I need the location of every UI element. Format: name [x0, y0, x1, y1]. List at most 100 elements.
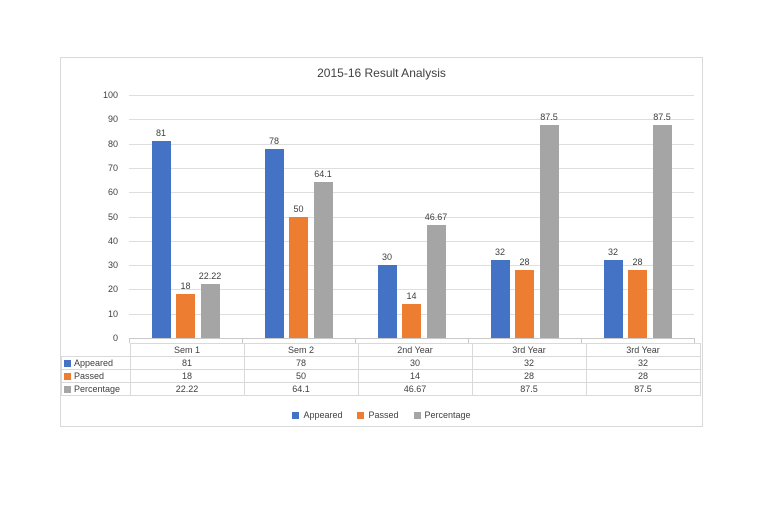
table-row: Percentage 22.22 64.1 46.67 87.5 87.5	[61, 382, 701, 396]
bar-value-label: 28	[632, 257, 643, 267]
table-value-cell: 87.5	[585, 382, 701, 396]
table-value-cell: 46.67	[357, 382, 473, 396]
bar-value-label: 32	[607, 247, 618, 258]
category-tick	[355, 338, 356, 343]
bar-passed-5	[628, 270, 647, 338]
y-tick-label: 40	[107, 235, 118, 246]
gridline	[129, 167, 694, 169]
gridline	[129, 143, 694, 145]
category-header-cell: Sem 1	[129, 343, 245, 357]
bar-value-label: 18	[180, 281, 191, 292]
table-value-cell: 22.22	[129, 382, 245, 396]
y-tick-label: 0	[112, 333, 118, 343]
bar-value-label: 30	[381, 252, 392, 263]
bar-passed-3	[402, 304, 421, 338]
legend-item-appeared: Appeared	[292, 410, 342, 420]
y-tick-label: 50	[107, 211, 118, 222]
table-value-cell: 87.5	[471, 382, 587, 396]
y-tick-label: 70	[107, 162, 118, 173]
bar-value-label: 64.1	[314, 169, 332, 180]
legend-swatch-icon	[357, 411, 365, 419]
legend-label: Percentage	[424, 410, 471, 420]
bar-value-label: 81	[155, 128, 166, 139]
bar-value-label: 28	[519, 257, 530, 267]
series-key-cell: Appeared	[61, 356, 131, 370]
table-value-cell: 28	[585, 369, 701, 383]
gridline	[129, 95, 694, 96]
bar-appeared-3	[377, 265, 397, 338]
plot-area: 81 18 22.22 78 50 64.1 30 14 46.67 32 28 87.5 32 28 87…	[129, 95, 694, 339]
y-tick-label: 80	[107, 138, 118, 149]
legend-key-swatch-icon	[64, 373, 71, 380]
gridline	[129, 289, 694, 291]
category-tick	[581, 338, 582, 343]
category-header-cell: 3rd Year	[471, 343, 587, 357]
gridline	[129, 192, 694, 194]
result-analysis-chart: 2015-16 Result Analysis 100 90 80 70 60 50 40 3…	[60, 57, 703, 427]
bar-percentage-1	[200, 284, 220, 338]
table-value-cell: 14	[357, 369, 473, 383]
y-tick-label: 60	[107, 187, 118, 198]
bar-value-label: 87.5	[540, 112, 558, 123]
bar-passed-2	[289, 216, 308, 338]
table-value-cell: 81	[129, 356, 245, 370]
category-tick	[129, 338, 130, 343]
bar-passed-1	[176, 294, 195, 338]
bar-appeared-4	[490, 260, 510, 338]
gridline	[129, 216, 694, 218]
bar-value-label: 50	[293, 203, 304, 214]
bar-value-label: 32	[494, 247, 505, 258]
table-row: Passed 18 50 14 28 28	[61, 369, 701, 383]
series-key-cell: Percentage	[61, 382, 131, 396]
chart-data-table: Sem 1 Sem 2 2nd Year 3rd Year 3rd Year Appear…	[61, 343, 701, 396]
bar-percentage-4	[539, 125, 559, 338]
table-value-cell: 30	[357, 356, 473, 370]
table-row: Appeared 81 78 30 32 32	[61, 356, 701, 370]
table-value-cell: 28	[471, 369, 587, 383]
x-axis-line	[129, 338, 694, 339]
bar-appeared-1	[151, 141, 171, 338]
chart-title: 2015-16 Result Analysis	[317, 66, 446, 80]
y-tick-label: 90	[107, 114, 118, 125]
bar-value-label: 87.5	[653, 112, 671, 123]
table-value-cell: 50	[243, 369, 359, 383]
bar-value-label: 22.22	[198, 271, 222, 281]
y-tick-label: 30	[107, 260, 118, 271]
legend-item-percentage: Percentage	[413, 410, 471, 420]
legend-key-swatch-icon	[64, 386, 71, 393]
legend-swatch-icon	[413, 411, 421, 419]
y-tick-label: 20	[107, 284, 118, 295]
bar-percentage-3	[426, 224, 446, 338]
category-header-cell: 2nd Year	[357, 343, 473, 357]
bar-appeared-5	[603, 260, 623, 338]
category-header-cell: Sem 2	[243, 343, 359, 357]
table-value-cell: 32	[585, 356, 701, 370]
bar-passed-4	[515, 270, 534, 338]
series-key-cell: Passed	[61, 369, 131, 383]
category-tick	[694, 338, 695, 343]
chart-legend: Appeared Passed Percentage	[61, 410, 702, 420]
legend-key-swatch-icon	[64, 360, 71, 367]
gridline	[129, 265, 694, 267]
bar-percentage-5	[652, 125, 672, 338]
table-header-row: Sem 1 Sem 2 2nd Year 3rd Year 3rd Year	[61, 343, 701, 357]
table-value-cell: 64.1	[243, 382, 359, 396]
table-value-cell: 32	[471, 356, 587, 370]
table-value-cell: 18	[129, 369, 245, 383]
y-tick-label: 10	[107, 308, 118, 319]
legend-label: Passed	[368, 410, 399, 420]
table-corner-cell	[61, 343, 131, 357]
bar-value-label: 46.67	[424, 211, 448, 222]
gridline	[129, 119, 694, 121]
category-header-cell: 3rd Year	[585, 343, 701, 357]
bar-value-label: 78	[268, 135, 279, 146]
category-tick	[242, 338, 243, 343]
legend-swatch-icon	[292, 411, 300, 419]
bar-appeared-2	[264, 148, 284, 338]
bar-value-label: 14	[406, 291, 417, 301]
legend-label: Appeared	[303, 410, 343, 420]
y-tick-label: 100	[102, 90, 118, 100]
table-value-cell: 78	[243, 356, 359, 370]
gridline	[129, 240, 694, 242]
legend-item-passed: Passed	[357, 410, 399, 420]
